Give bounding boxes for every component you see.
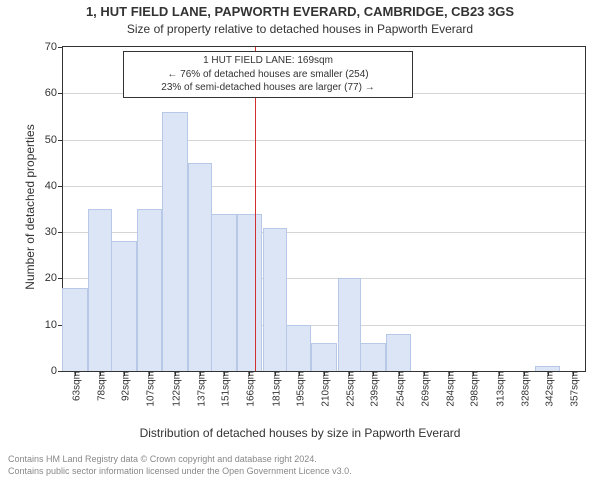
- histogram-bar: [338, 278, 362, 371]
- footer-line-2: Contains public sector information licen…: [8, 466, 352, 478]
- annotation-line: ← 76% of detached houses are smaller (25…: [128, 68, 408, 82]
- y-tick-label: 50: [45, 134, 63, 146]
- histogram-bar: [237, 214, 262, 371]
- grid-line: [63, 140, 585, 141]
- histogram-bar: [286, 325, 311, 371]
- y-axis-label: Number of detached properties: [23, 107, 37, 307]
- histogram-bar: [188, 163, 212, 371]
- x-tick-label: 328sqm: [516, 371, 531, 407]
- x-tick-label: 107sqm: [142, 371, 157, 407]
- x-tick-label: 166sqm: [242, 371, 257, 407]
- histogram-bar: [311, 343, 336, 371]
- histogram-bar: [137, 209, 162, 371]
- x-tick-label: 122sqm: [167, 371, 182, 407]
- x-tick-label: 357sqm: [566, 371, 581, 407]
- x-tick-label: 195sqm: [291, 371, 306, 407]
- footer: Contains HM Land Registry data © Crown c…: [8, 454, 352, 477]
- x-tick-label: 254sqm: [391, 371, 406, 407]
- y-tick-label: 70: [45, 41, 63, 53]
- annotation-line: 23% of semi-detached houses are larger (…: [128, 81, 408, 95]
- histogram-bar: [162, 112, 187, 371]
- histogram-bar: [111, 241, 136, 371]
- y-tick-label: 20: [45, 272, 63, 284]
- x-tick-label: 63sqm: [67, 371, 82, 401]
- y-tick-label: 60: [45, 87, 63, 99]
- histogram-bar: [211, 214, 236, 371]
- grid-line: [63, 186, 585, 187]
- footer-line-1: Contains HM Land Registry data © Crown c…: [8, 454, 352, 466]
- histogram-bar: [88, 209, 112, 371]
- x-tick-label: 225sqm: [342, 371, 357, 407]
- x-axis-label: Distribution of detached houses by size …: [0, 426, 600, 440]
- x-tick-label: 181sqm: [267, 371, 282, 407]
- x-tick-label: 151sqm: [217, 371, 232, 407]
- x-tick-label: 313sqm: [491, 371, 506, 407]
- x-tick-label: 78sqm: [93, 371, 108, 401]
- chart-subtitle: Size of property relative to detached ho…: [0, 22, 600, 36]
- histogram-bar: [62, 288, 87, 371]
- y-tick-label: 10: [45, 319, 63, 331]
- x-tick-label: 137sqm: [193, 371, 208, 407]
- x-tick-label: 342sqm: [540, 371, 555, 407]
- annotation-line: 1 HUT FIELD LANE: 169sqm: [128, 54, 408, 68]
- x-tick-label: 269sqm: [416, 371, 431, 407]
- y-tick-label: 30: [45, 226, 63, 238]
- plot-area: 01020304050607063sqm78sqm92sqm107sqm122s…: [62, 46, 586, 372]
- annotation-box: 1 HUT FIELD LANE: 169sqm← 76% of detache…: [123, 51, 413, 98]
- x-tick-label: 298sqm: [466, 371, 481, 407]
- histogram-bar: [360, 343, 385, 371]
- x-tick-label: 239sqm: [366, 371, 381, 407]
- x-tick-label: 210sqm: [317, 371, 332, 407]
- y-tick-label: 40: [45, 180, 63, 192]
- histogram-bar: [386, 334, 411, 371]
- histogram-bar: [263, 228, 287, 371]
- x-tick-label: 92sqm: [117, 371, 132, 401]
- x-tick-label: 284sqm: [442, 371, 457, 407]
- chart-title: 1, HUT FIELD LANE, PAPWORTH EVERARD, CAM…: [0, 4, 600, 19]
